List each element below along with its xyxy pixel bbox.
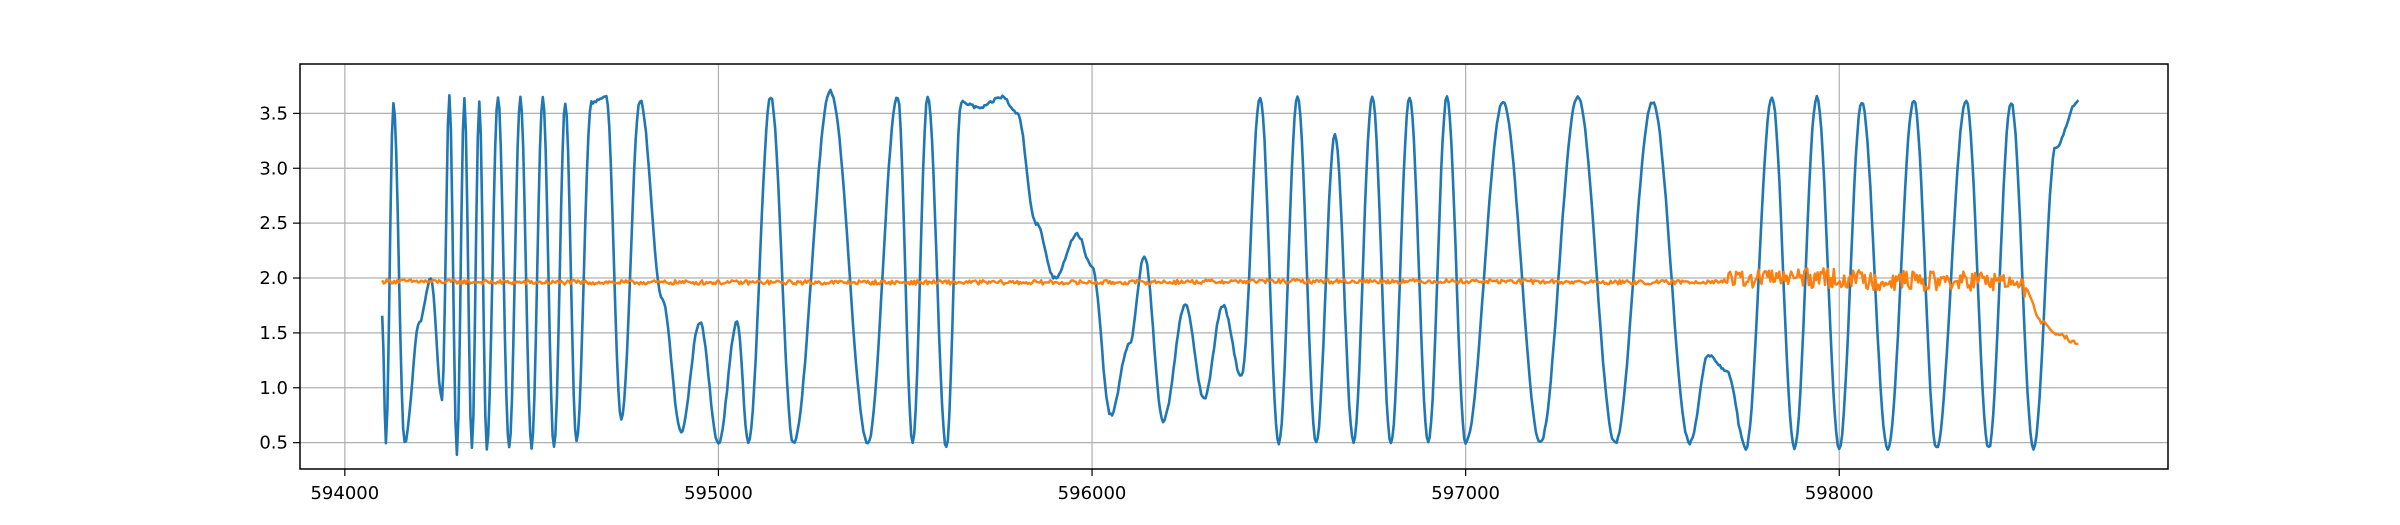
- y-tick-label: 3.0: [259, 158, 288, 179]
- y-tick-label: 3.5: [259, 103, 288, 124]
- series-layer: [380, 88, 2080, 457]
- y-tick-label: 1.5: [259, 323, 288, 344]
- x-axis: 594000 595000 596000 597000 598000: [310, 469, 1874, 504]
- plot-frame: [299, 63, 2169, 470]
- series-line-1: [380, 88, 2080, 457]
- x-tick-label: 595000: [684, 483, 753, 504]
- y-axis: 0.5 1.0 1.5 2.0 2.5 3.0 3.5: [259, 103, 300, 454]
- x-tick-label: 594000: [310, 483, 379, 504]
- y-tick-label: 2.0: [259, 268, 288, 289]
- series-line-2: [381, 267, 2079, 346]
- y-tick-label: 1.0: [259, 378, 288, 399]
- y-tick-label: 0.5: [259, 433, 288, 454]
- x-tick-label: 597000: [1431, 483, 1500, 504]
- x-tick-label: 596000: [1058, 483, 1127, 504]
- x-tick-label: 598000: [1805, 483, 1874, 504]
- y-tick-label: 2.5: [259, 213, 288, 234]
